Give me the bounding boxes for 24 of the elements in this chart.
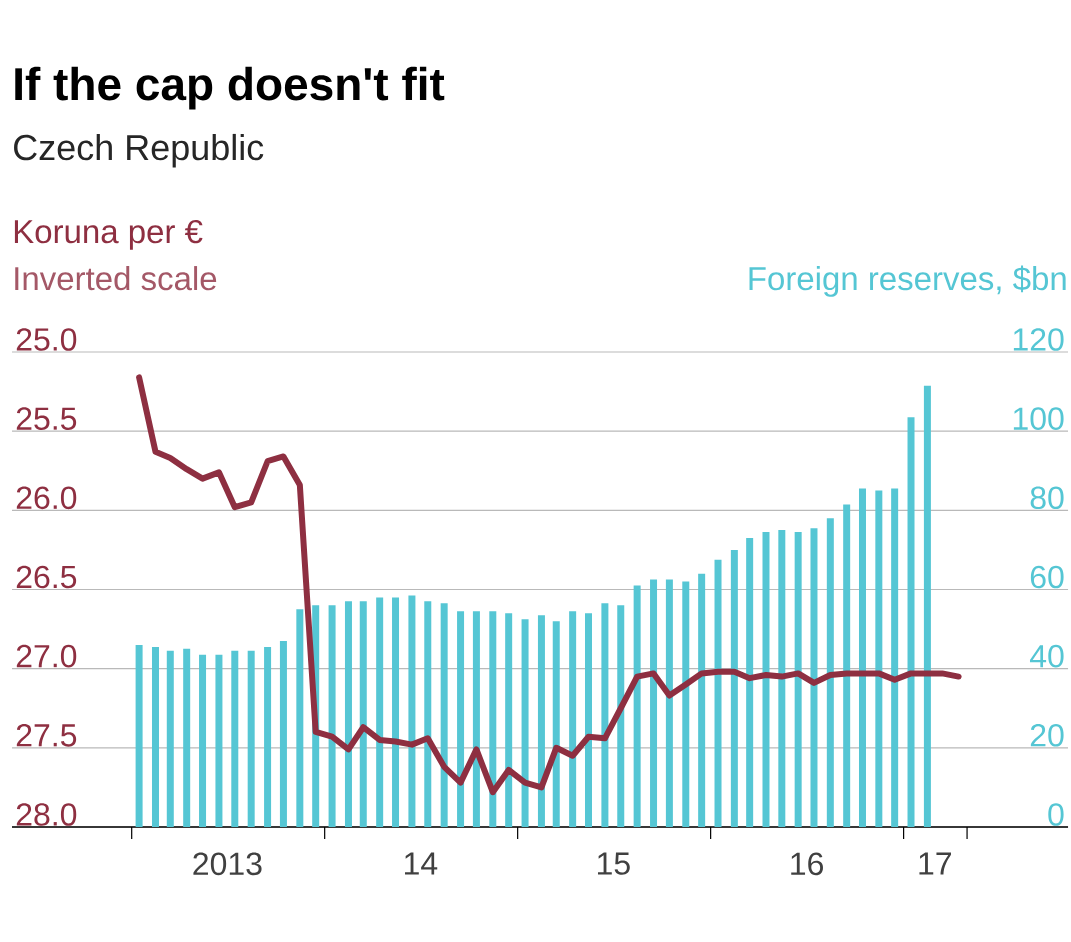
text: Inverted scale	[15, 266, 217, 291]
y2-tick-label: 80	[1030, 486, 1064, 510]
y-tick-label: 27.0	[16, 644, 77, 668]
y2-tick-label: 0	[1048, 803, 1064, 826]
y2-tick-label: 40	[1029, 644, 1064, 668]
y2-tick-label: 60	[1030, 565, 1064, 589]
y2-tick-label: 120	[1013, 328, 1064, 351]
y-tick-label: 26.0	[16, 486, 77, 510]
y-tick-label: 26.5	[16, 565, 77, 589]
y-axis-title: Koruna per €	[14, 219, 203, 250]
y-tick-label: 25.0	[16, 328, 77, 351]
x-tick-label: 16	[791, 852, 823, 876]
chart-title: If the cap doesn't fit	[15, 66, 445, 110]
x-tick-label: 17	[919, 852, 951, 875]
x-tick-label: 14	[405, 852, 438, 875]
chart-subtitle: Czech Republic	[14, 133, 264, 168]
y2-axis-title: Foreign reserves, $bn	[749, 265, 1066, 297]
y-tick-label: 28.0	[16, 803, 77, 826]
y2-tick-label: 100	[1013, 407, 1064, 430]
y2-tick-label: 20	[1030, 723, 1064, 747]
y-tick-label: 27.5	[16, 723, 77, 747]
x-tick-label: 15	[597, 852, 630, 875]
y-tick-label: 25.5	[16, 407, 77, 430]
x-tick-label: 2013	[193, 852, 262, 876]
